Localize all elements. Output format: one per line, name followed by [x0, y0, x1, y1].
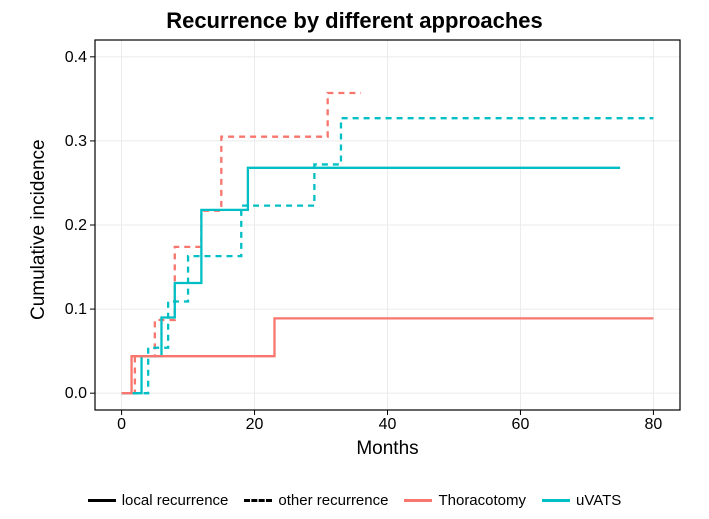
- legend-item: Thoracotomy: [404, 492, 526, 509]
- plot-area: [95, 40, 680, 410]
- x-axis-label: Months: [95, 438, 680, 460]
- y-tick-label: 0.3: [65, 133, 87, 151]
- legend-item: other recurrence: [244, 492, 388, 509]
- y-axis-label: Cumulative incidence: [28, 139, 50, 320]
- legend-swatch: [88, 499, 116, 502]
- legend-label: Thoracotomy: [438, 492, 526, 509]
- y-tick-label: 0.4: [65, 49, 87, 67]
- legend-swatch: [244, 499, 272, 502]
- y-tick-label: 0.1: [65, 301, 87, 319]
- x-tick-label: 20: [243, 416, 267, 434]
- x-tick-label: 40: [376, 416, 400, 434]
- chart-figure: Recurrence by different approaches other…: [0, 0, 709, 519]
- chart-title: Recurrence by different approaches: [0, 8, 709, 34]
- x-tick-label: 60: [508, 416, 532, 434]
- legend: local recurrence other recurrence Thoracot…: [0, 491, 709, 509]
- legend-label: other recurrence: [278, 492, 388, 509]
- legend-swatch: [542, 499, 570, 502]
- legend-label: local recurrence: [122, 492, 229, 509]
- legend-item: uVATS: [542, 492, 621, 509]
- x-tick-label: 0: [110, 416, 134, 434]
- y-tick-label: 0.0: [65, 385, 87, 403]
- legend-swatch: [404, 499, 432, 502]
- legend-item: local recurrence: [88, 492, 229, 509]
- legend-label: uVATS: [576, 492, 621, 509]
- x-tick-label: 80: [641, 416, 665, 434]
- y-tick-label: 0.2: [65, 217, 87, 235]
